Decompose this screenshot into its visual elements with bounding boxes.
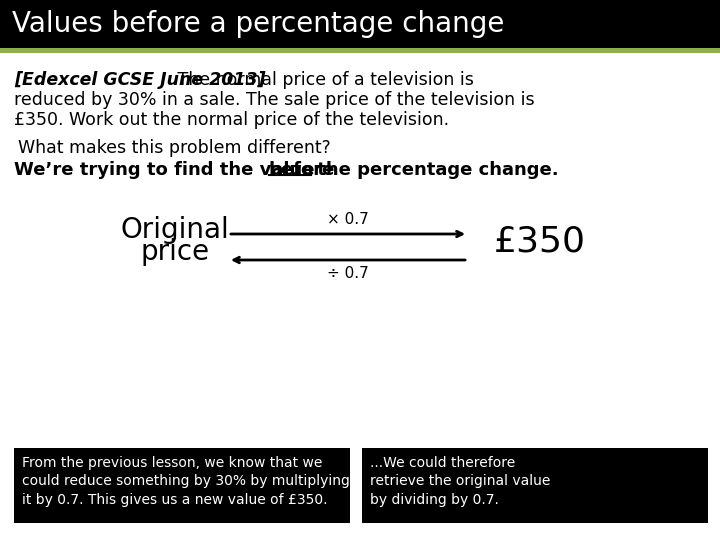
Text: [Edexcel GCSE June 2013]: [Edexcel GCSE June 2013] (14, 71, 266, 89)
Bar (362, 448, 708, 523)
Text: From the previous lesson, we know that we
could reduce something by 30% by multi: From the previous lesson, we know that w… (22, 456, 350, 507)
Text: price: price (140, 238, 210, 266)
Text: ...We could therefore
retrieve the original value
by dividing by 0.7.: ...We could therefore retrieve the origi… (370, 456, 550, 507)
Text: the percentage change.: the percentage change. (311, 161, 559, 179)
Text: before: before (269, 161, 336, 179)
Text: What makes this problem different?: What makes this problem different? (18, 139, 330, 157)
Bar (14, 448, 350, 523)
Text: The normal price of a television is: The normal price of a television is (172, 71, 474, 89)
Text: £350: £350 (494, 224, 586, 258)
Text: Original: Original (121, 216, 230, 244)
Text: Values before a percentage change: Values before a percentage change (12, 10, 505, 38)
Text: ÷ 0.7: ÷ 0.7 (327, 267, 369, 281)
Bar (0, 0, 720, 48)
Bar (0, 48, 720, 53)
Text: × 0.7: × 0.7 (327, 213, 369, 227)
Text: We’re trying to find the value: We’re trying to find the value (14, 161, 320, 179)
Text: £350. Work out the normal price of the television.: £350. Work out the normal price of the t… (14, 111, 449, 129)
Text: reduced by 30% in a sale. The sale price of the television is: reduced by 30% in a sale. The sale price… (14, 91, 535, 109)
